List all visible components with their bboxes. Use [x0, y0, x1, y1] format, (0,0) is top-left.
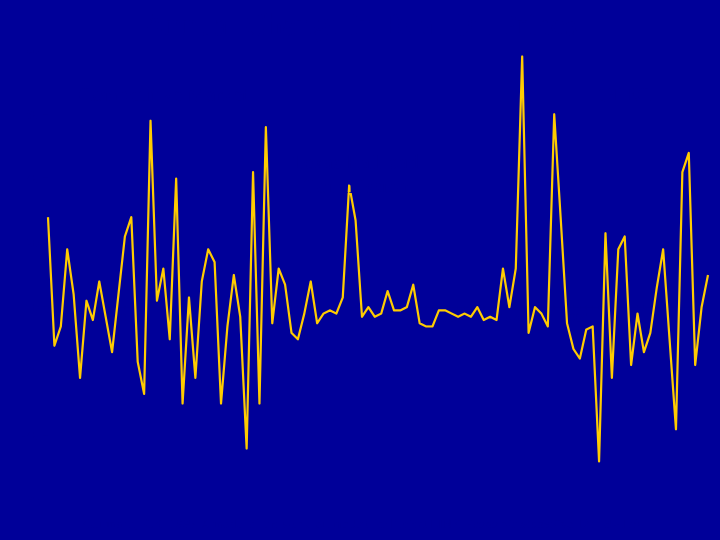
x-tick-label: 1930 — [242, 310, 268, 325]
annotation-opec: OPEC — [598, 82, 652, 106]
annotation-competitive: Competitive Market — [78, 82, 248, 106]
chart-container: -60-40-200204060801900191019201930194019… — [10, 50, 710, 500]
citation-author: Kaufmann, R.K. 1995. A model of the worl… — [80, 516, 465, 531]
annotation-texas: Texas Railroad — [292, 150, 419, 174]
y-tick-label: -60 — [22, 492, 39, 500]
citation-suffix: 12: 165-178 — [573, 516, 639, 531]
annotation-texas: Commission — [302, 174, 409, 198]
y-tick-label: 0 — [33, 299, 40, 314]
chart-svg: -60-40-200204060801900191019201930194019… — [10, 50, 710, 500]
y-tick-label: -20 — [22, 363, 39, 378]
x-tick-label: 1970 — [499, 310, 525, 325]
citation-journal: Economic Modelling — [465, 516, 574, 531]
citation: Kaufmann, R.K. 1995. A model of the worl… — [0, 516, 720, 532]
y-tick-label: -40 — [22, 428, 39, 443]
y-tick-label: 80 — [26, 50, 39, 57]
y-tick-label: 60 — [26, 106, 39, 121]
y-tick-label: 40 — [26, 171, 39, 186]
x-tick-label: 1940 — [306, 310, 332, 325]
y-tick-label: 20 — [26, 235, 39, 250]
oil-price-line — [48, 56, 708, 461]
chart-title: Annual Change in Real Oil Prices — [0, 0, 720, 43]
